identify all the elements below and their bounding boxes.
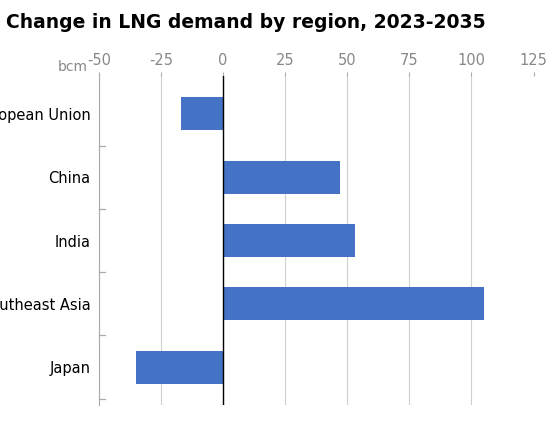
- Bar: [136, 351, 223, 384]
- Text: Change in LNG demand by region, 2023-2035: Change in LNG demand by region, 2023-203…: [6, 13, 485, 32]
- Bar: [181, 97, 223, 130]
- Bar: [223, 161, 340, 194]
- Bar: [223, 224, 355, 257]
- Text: bcm: bcm: [58, 60, 88, 74]
- Bar: [223, 287, 484, 320]
